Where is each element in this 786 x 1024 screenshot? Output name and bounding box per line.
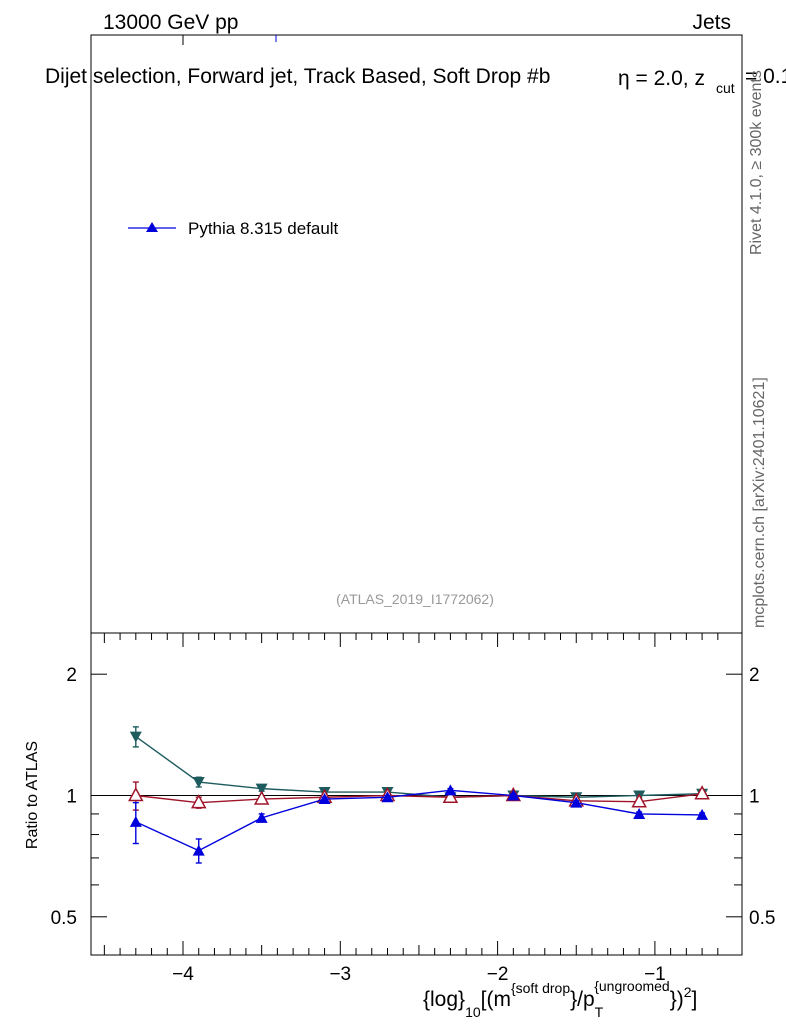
x-label-p: }/p (570, 988, 595, 1011)
x-label-m: [(m (481, 988, 511, 1011)
energy-label: 13000 GeV pp (103, 11, 238, 34)
ratio-panel-frame (90, 632, 743, 956)
x-label-m-sup: {soft drop (511, 980, 570, 996)
data-point (318, 793, 331, 805)
data-point (190, 794, 207, 809)
data-point (128, 786, 144, 802)
y-tick-label: 2 (66, 665, 77, 686)
plot-title-tail: = 0.1 (745, 65, 786, 88)
data-point (696, 808, 709, 820)
mcplots-side-label: mcplots.cern.ch [arXiv:2401.10621] (751, 377, 768, 628)
main-panel-frame (90, 34, 743, 634)
legend-marker (146, 222, 158, 232)
data-point (570, 796, 583, 808)
data-point (507, 789, 520, 801)
data-point (255, 811, 268, 823)
series-line (135, 789, 703, 852)
series-1 (129, 726, 709, 804)
plot-title-cut: cut (716, 80, 735, 96)
title-main: Dijet selection, Forward jet, Track Base… (45, 65, 550, 88)
data-series (128, 726, 710, 864)
x-label-p-sup: {ungroomed (594, 978, 670, 994)
x-label-p-sub: T (595, 1004, 604, 1020)
data-point (253, 790, 270, 805)
x-label-log: {log} (423, 988, 465, 1011)
title-eta: η = 2.0, z (618, 67, 705, 90)
series-line (135, 736, 703, 798)
process-label: Jets (692, 11, 731, 34)
x-label-end: ] (692, 988, 698, 1011)
x-label-log-sub: 10 (465, 1004, 481, 1020)
plot-title-eta: η = 2.0, z (618, 67, 705, 90)
y-tick-label-right: 0.5 (749, 908, 775, 929)
y-tick-label-right: 1 (749, 787, 760, 808)
x-tick-label: −2 (487, 964, 509, 985)
legend: Pythia 8.315 default (128, 219, 339, 238)
analysis-watermark: (ATLAS_2019_I1772062) (336, 591, 494, 607)
data-point (192, 844, 205, 856)
y-tick-label: 1 (66, 787, 77, 808)
data-point (631, 793, 647, 808)
x-axis-label: {log}10[(m{soft drop}/pT {ungroomed})2] (423, 978, 697, 1020)
data-point (129, 815, 142, 827)
y-tick-label: 0.5 (51, 908, 77, 929)
series-line (135, 793, 703, 804)
x-tick-label: −3 (329, 964, 351, 985)
data-point (255, 783, 268, 795)
data-point (381, 791, 394, 803)
data-point (442, 788, 459, 804)
series-0 (129, 784, 709, 864)
plot-title: Dijet selection, Forward jet, Track Base… (45, 65, 550, 88)
y-tick-label-right: 2 (749, 665, 760, 686)
data-point (633, 807, 646, 819)
x-label-sq: 2 (684, 984, 692, 1000)
axis-ticks (91, 633, 742, 955)
legend-label: Pythia 8.315 default (188, 219, 339, 238)
x-tick-label: −4 (172, 964, 194, 985)
axis-tick-labels: −4 −3 −2 −1 0.5 0.5 1 1 2 2 (51, 665, 776, 985)
x-label-close: }) (670, 988, 684, 1011)
y-axis-label: Ratio to ATLAS (24, 741, 41, 849)
data-point (129, 731, 142, 743)
data-point (444, 784, 457, 796)
data-point (694, 785, 710, 800)
data-point (192, 777, 205, 789)
rivet-side-label: Rivet 4.1.0, ≥ 300k events (748, 70, 765, 255)
x-tick-label: −1 (644, 964, 666, 985)
